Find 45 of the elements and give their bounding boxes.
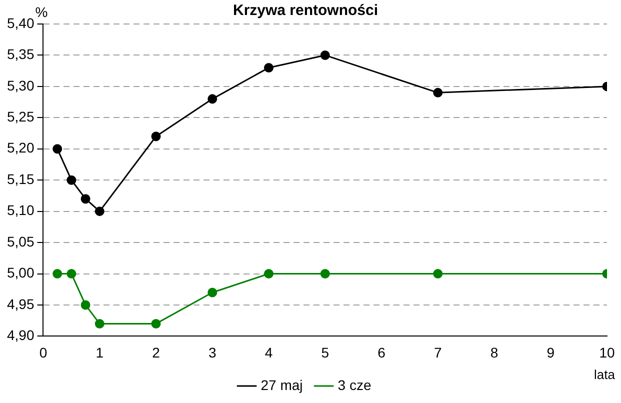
y-tick-label: 4,90 (7, 327, 34, 344)
x-tick-label: 4 (264, 344, 273, 360)
point (151, 132, 161, 142)
y-tick-label: 5,30 (7, 77, 34, 94)
y-tick-label: 5,10 (7, 202, 34, 218)
legend-label: 3 cze (338, 376, 372, 393)
y-tick-label: 5,00 (7, 264, 34, 281)
x-tick-label: 6 (378, 344, 386, 360)
y-tick-label: 5,05 (7, 233, 34, 250)
x-tick-label: 5 (321, 344, 330, 360)
x-tick-label: 10 (599, 344, 615, 360)
x-tick-label: 3 (208, 344, 216, 360)
point (264, 62, 274, 72)
point (80, 300, 90, 310)
x-tick-label: 8 (490, 344, 498, 360)
point (66, 269, 76, 279)
y-tick-label: 5,20 (7, 140, 34, 156)
point (94, 318, 104, 328)
x-tick-label: 9 (546, 344, 555, 360)
point (433, 269, 443, 279)
point (66, 175, 76, 185)
point (264, 269, 274, 279)
point (320, 269, 330, 279)
y-tick-label: 4,95 (7, 296, 34, 312)
point (151, 318, 161, 328)
x-tick-label: 2 (152, 344, 160, 360)
point (208, 94, 218, 104)
x-axis-title: lata (594, 367, 616, 382)
point (80, 194, 90, 204)
y-tick-label: 5,25 (7, 108, 34, 125)
point (320, 50, 330, 60)
point (94, 206, 104, 216)
point (52, 269, 62, 279)
point (52, 144, 62, 154)
chart-title: Krzywa rentowności (232, 2, 378, 20)
y-tick-label: 5,40 (7, 14, 34, 31)
x-tick-label: 1 (96, 344, 104, 360)
point (208, 288, 218, 298)
y-tick-label: 5,15 (7, 170, 34, 187)
legend-label: 27 maj (260, 376, 303, 393)
y-axis-title: % (35, 4, 48, 20)
x-tick-label: 7 (434, 344, 442, 360)
x-tick-label: 0 (39, 344, 48, 360)
y-tick-label: 5,35 (7, 46, 34, 62)
point (433, 88, 443, 98)
